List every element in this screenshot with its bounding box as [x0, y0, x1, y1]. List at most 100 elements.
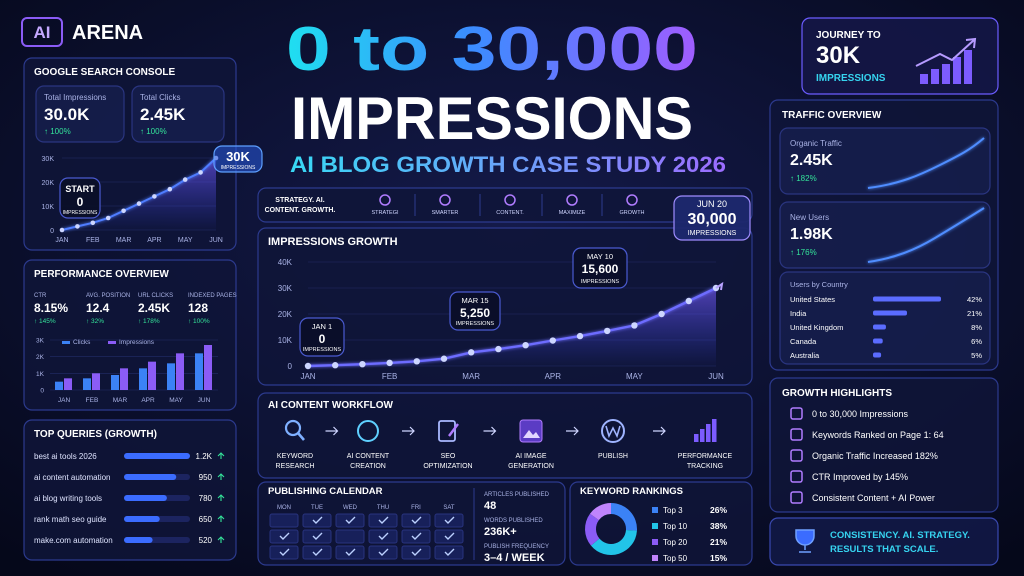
strategy-icon: [504, 194, 516, 206]
donut-slice: [585, 513, 600, 546]
bar: [124, 495, 167, 501]
journey-icon-bar: [964, 50, 972, 84]
icon-part: [706, 424, 711, 442]
icon-part: [438, 420, 456, 442]
highlight-icon: [790, 449, 803, 462]
label: 30,000: [688, 211, 737, 228]
flow-arrow: [653, 426, 666, 436]
check: [312, 516, 323, 524]
point: [522, 342, 529, 349]
strategy-icon: [379, 194, 391, 206]
stat-change: ↑ 145%: [34, 318, 56, 325]
stat-change: ↑ 178%: [138, 318, 160, 325]
icon-part: [605, 425, 621, 439]
workflow-icon: [284, 419, 305, 441]
icon-part: [694, 434, 699, 442]
value-label: 26%: [710, 505, 727, 515]
point: [182, 177, 188, 182]
calendar-cell: [401, 513, 431, 528]
day-label: TUE: [311, 505, 323, 511]
y-tick-label: 2K: [36, 354, 45, 361]
point: [440, 355, 448, 362]
label: Users by Country: [790, 280, 848, 289]
x-tick-label: APR: [141, 397, 155, 404]
stat-card: [779, 201, 991, 269]
label: JOURNEY TO: [816, 30, 881, 41]
arrow-head: [715, 281, 724, 291]
calendar-cell: [269, 545, 299, 560]
label: IMPRESSIONS GROWTH: [268, 236, 398, 248]
label: CTR: [34, 293, 47, 299]
check: [279, 548, 290, 556]
icon-part: [297, 432, 305, 441]
stat-value: 30.0K: [44, 105, 90, 124]
value-label: 8%: [971, 323, 982, 332]
calendar-cell: [302, 513, 332, 528]
x-tick-label: MAY: [178, 237, 193, 244]
point: [468, 349, 475, 356]
strategy-icon: [626, 194, 638, 206]
value-label: 5%: [971, 351, 982, 360]
label: GOOGLE SEARCH CONSOLE: [34, 67, 175, 78]
donut-slice: [611, 503, 638, 531]
label: KEYWORD RANKINGS: [580, 486, 683, 497]
point: [167, 186, 173, 192]
label: IMPRESSIONS: [303, 347, 342, 353]
bar: [873, 296, 941, 302]
stat-value: 1.98K: [790, 226, 833, 243]
value-label: 21%: [710, 537, 727, 547]
label: PUBLISHING CALENDAR: [268, 486, 383, 497]
step-label: PUBLISH: [598, 453, 628, 460]
day-label: MON: [277, 505, 291, 511]
value-label: 15%: [710, 553, 727, 563]
x-tick-label: MAY: [626, 372, 643, 381]
trend-arrow: [217, 452, 225, 459]
journey-icon-bar: [931, 69, 939, 84]
stat-card: [131, 85, 225, 143]
annotation-box: [673, 195, 751, 241]
country-name: India: [790, 309, 807, 318]
stat-change: ↑ 32%: [86, 318, 104, 325]
workflow-icon: [601, 419, 625, 443]
step-label: RESEARCH: [276, 463, 315, 470]
highlight-icon: [790, 428, 803, 441]
stat-value: 128: [188, 301, 208, 315]
value-label: 38%: [710, 521, 727, 531]
y-tick-label: 10K: [278, 336, 293, 345]
label: 5,250: [460, 306, 490, 320]
bar: [111, 375, 119, 390]
calendar-cell: [269, 529, 299, 544]
label: GROWTH HIGHLIGHTS: [782, 388, 892, 399]
title-line2: IMPRESSIONS: [291, 85, 693, 152]
label: URL CLICKS: [138, 293, 173, 299]
y-tick-label: 30K: [278, 284, 293, 293]
bar: [176, 353, 184, 390]
bar: [873, 352, 882, 358]
check: [345, 516, 356, 524]
label: MAXIMIZE: [559, 210, 586, 216]
y-tick-label: 0: [50, 228, 54, 235]
legend-label: Clicks: [73, 339, 91, 346]
value-label: 650: [199, 515, 213, 524]
check: [378, 516, 389, 524]
stat-card: [779, 127, 991, 195]
subtitle: AI BLOG GROWTH CASE STUDY 2026: [290, 152, 726, 177]
y-tick-label: 40K: [278, 258, 293, 267]
stat-change: ↑ 176%: [790, 248, 817, 257]
label: Total Clicks: [140, 93, 180, 102]
flow-arrow: [483, 426, 497, 436]
calendar-cell: [368, 545, 398, 560]
step-label: CREATION: [350, 463, 386, 470]
sparkline: [867, 137, 985, 189]
step-label: AI CONTENT: [347, 453, 390, 460]
label: CONTENT. GROWTH.: [265, 207, 336, 214]
point: [631, 322, 638, 329]
point: [75, 224, 80, 229]
label: 0: [77, 195, 84, 209]
stat-value: 2.45K: [138, 301, 170, 315]
label: RESULTS THAT SCALE.: [830, 544, 938, 555]
highlight-text: Organic Traffic Increased 182%: [812, 451, 938, 461]
stat-value: 236K+: [484, 526, 517, 538]
highlight-text: CTR Improved by 145%: [812, 472, 908, 482]
highlight-text: Consistent Content + AI Power: [812, 493, 935, 503]
